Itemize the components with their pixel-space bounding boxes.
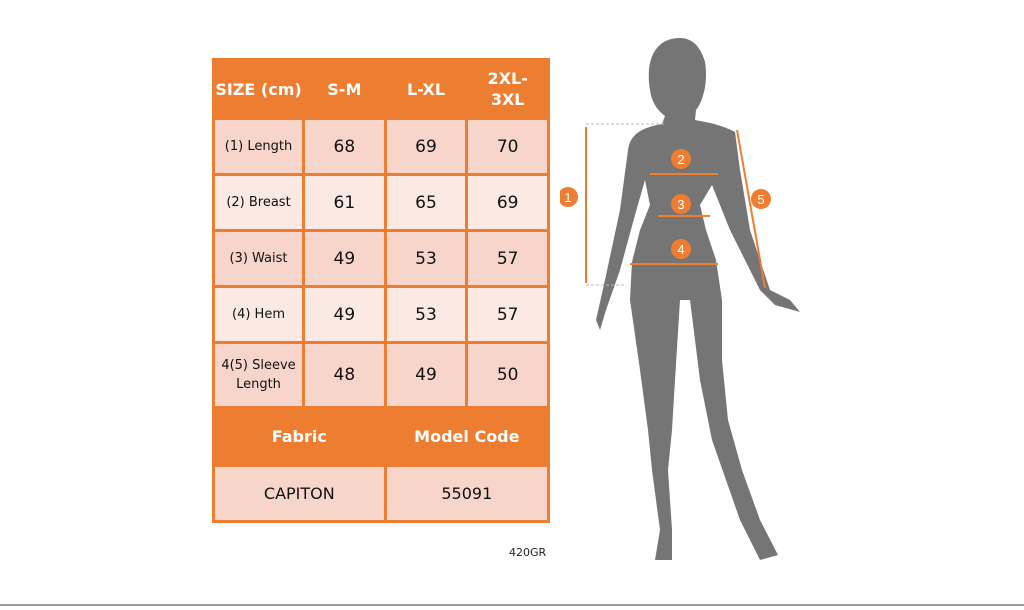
footer-value-row: CAPITON 55091 [212, 464, 551, 523]
marker-1: 1 [564, 190, 571, 205]
header-row: SIZE (cm) S-M L-XL 2XL-3XL [212, 58, 550, 120]
marker-3: 3 [677, 197, 684, 212]
weight-note: 420GR [509, 546, 547, 559]
body-silhouette-figure: 1 2 3 4 5 [560, 38, 800, 560]
model-code-value: 55091 [383, 464, 551, 523]
cell: 69 [383, 117, 469, 176]
cell: 57 [465, 229, 550, 288]
row-label: 4(5) Sleeve Length [212, 341, 305, 409]
guide-lines [586, 123, 665, 286]
divider [0, 604, 1024, 606]
table-row: 4(5) Sleeve Length 48 49 50 [212, 341, 550, 409]
cell: 61 [302, 173, 387, 232]
fabric-label: Fabric [212, 406, 387, 467]
row-label: (1) Length [212, 117, 305, 176]
cell: 49 [302, 229, 387, 288]
col-header: 2XL-3XL [465, 58, 550, 120]
row-label: (2) Breast [212, 173, 305, 232]
cell: 49 [383, 341, 469, 409]
table-row: (2) Breast 61 65 69 [212, 173, 550, 232]
size-chart-table: SIZE (cm) S-M L-XL 2XL-3XL (1) Length 68… [212, 58, 551, 523]
marker-5: 5 [757, 192, 764, 207]
cell: 69 [465, 173, 550, 232]
row-label: (3) Waist [212, 229, 305, 288]
measure-lines [585, 127, 766, 289]
fabric-value: CAPITON [212, 464, 387, 523]
silhouette [596, 38, 800, 560]
number-markers [560, 149, 771, 259]
cell: 68 [302, 117, 387, 176]
col-header: S-M [302, 58, 387, 120]
cell: 50 [465, 341, 550, 409]
marker-4: 4 [677, 242, 684, 257]
marker-2: 2 [677, 152, 684, 167]
row-label: (4) Hem [212, 285, 305, 344]
cell: 57 [465, 285, 550, 344]
cell: 53 [383, 285, 469, 344]
size-header: SIZE (cm) [212, 58, 305, 120]
col-header: L-XL [383, 58, 469, 120]
model-code-label: Model Code [383, 406, 551, 467]
cell: 70 [465, 117, 550, 176]
table-row: (1) Length 68 69 70 [212, 117, 550, 176]
cell: 49 [302, 285, 387, 344]
table-row: (3) Waist 49 53 57 [212, 229, 550, 288]
cell: 65 [383, 173, 469, 232]
footer-header-row: Fabric Model Code [212, 406, 551, 467]
cell: 48 [302, 341, 387, 409]
cell: 53 [383, 229, 469, 288]
table-row: (4) Hem 49 53 57 [212, 285, 550, 344]
